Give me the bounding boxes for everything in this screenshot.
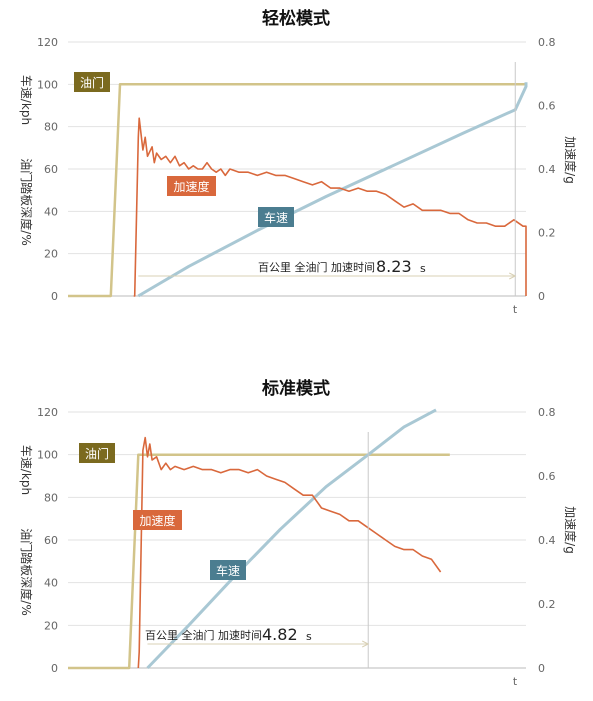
speed-label-text: 车速 xyxy=(264,210,288,225)
y-left-tick-label: 120 xyxy=(37,406,58,419)
y-left-tick-label: 0 xyxy=(51,662,58,675)
x-axis-label: t xyxy=(513,675,518,688)
y-right-tick-label: 0 xyxy=(538,662,545,675)
acceleration-label-tag xyxy=(133,510,182,530)
y-left-tick-label: 80 xyxy=(44,491,58,504)
y-left-tick-label: 40 xyxy=(44,205,58,218)
y-right-tick-label: 0.8 xyxy=(538,406,556,419)
y-left-tick-label: 40 xyxy=(44,577,58,590)
annotation-value: 8.23 xyxy=(376,257,412,276)
y-right-tick-label: 0 xyxy=(538,290,545,303)
y-right-axis-label: 加速度/g xyxy=(563,136,578,184)
y-right-tick-label: 0.2 xyxy=(538,598,556,611)
annotation-value: 4.82 xyxy=(262,625,298,644)
duration-arrowhead xyxy=(362,640,370,648)
speed-label-text: 车速 xyxy=(216,563,240,578)
y-left-tick-label: 0 xyxy=(51,290,58,303)
acceleration-label-text: 加速度 xyxy=(173,179,209,194)
annotation-text: 百公里 全油门 加速时间 xyxy=(258,260,375,274)
speed-series-line xyxy=(137,82,528,298)
x-axis-label: t xyxy=(513,303,518,316)
acceleration-label-tag xyxy=(167,176,216,196)
throttle-label-text: 油门 xyxy=(80,75,104,90)
throttle-label-tag xyxy=(79,443,115,463)
chart-1: 轻松模式 0 20 40 60 80 100 120 0 0.2 0.4 0.6 0.8 车速/kph 油门… xyxy=(19,8,578,316)
throttle-series-line xyxy=(68,83,526,298)
y-right-tick-label: 0.6 xyxy=(538,470,556,483)
y-left-tick-label: 80 xyxy=(44,121,58,134)
y-right-tick-label: 0.4 xyxy=(538,534,556,547)
chart-title: 标准模式 xyxy=(262,378,330,399)
acceleration-series-line xyxy=(133,117,527,297)
y-left-axis-label: 车速/kph xyxy=(19,75,34,125)
y-right-tick-label: 0.8 xyxy=(538,36,556,49)
y-left-tick-label: 60 xyxy=(44,163,58,176)
y-left-tick-label: 20 xyxy=(44,248,58,261)
y-left-axis-label: 车速/kph xyxy=(19,445,34,495)
y-right-tick-label: 0.6 xyxy=(538,100,556,113)
y-right-tick-label: 0.4 xyxy=(538,163,556,176)
y-left-tick-label: 100 xyxy=(37,78,58,91)
y-left-tick-label: 100 xyxy=(37,449,58,462)
annotation-unit: s xyxy=(306,630,312,643)
annotation-text: 百公里 全油门 加速时间 xyxy=(145,628,262,642)
chart-2: 标准模式 0 20 40 60 80 100 120 0 0.2 0.4 0.6 0.8 车速/kph 油门… xyxy=(19,378,578,688)
speed-label-tag xyxy=(210,560,246,580)
y-right-axis-label: 加速度/g xyxy=(563,506,578,554)
acceleration-label-text: 加速度 xyxy=(139,513,175,528)
throttle-series-line xyxy=(68,453,450,670)
y-left-tick-label: 120 xyxy=(37,36,58,49)
y-right-tick-label: 0.2 xyxy=(538,227,556,240)
annotation-unit: s xyxy=(420,262,426,275)
chart-title: 轻松模式 xyxy=(262,8,330,29)
y-left-tick-label: 60 xyxy=(44,534,58,547)
speed-series-line xyxy=(146,408,437,670)
acceleration-series-line xyxy=(137,436,442,669)
throttle-label-text: 油门 xyxy=(85,446,109,461)
duration-arrowhead xyxy=(509,272,517,280)
y-left-tick-label: 20 xyxy=(44,619,58,632)
speed-label-tag xyxy=(258,207,294,227)
throttle-label-tag xyxy=(74,72,110,92)
y-left-axis-label-2: 油门踏板深度/% xyxy=(19,158,34,245)
y-left-axis-label-2: 油门踏板深度/% xyxy=(19,528,34,615)
